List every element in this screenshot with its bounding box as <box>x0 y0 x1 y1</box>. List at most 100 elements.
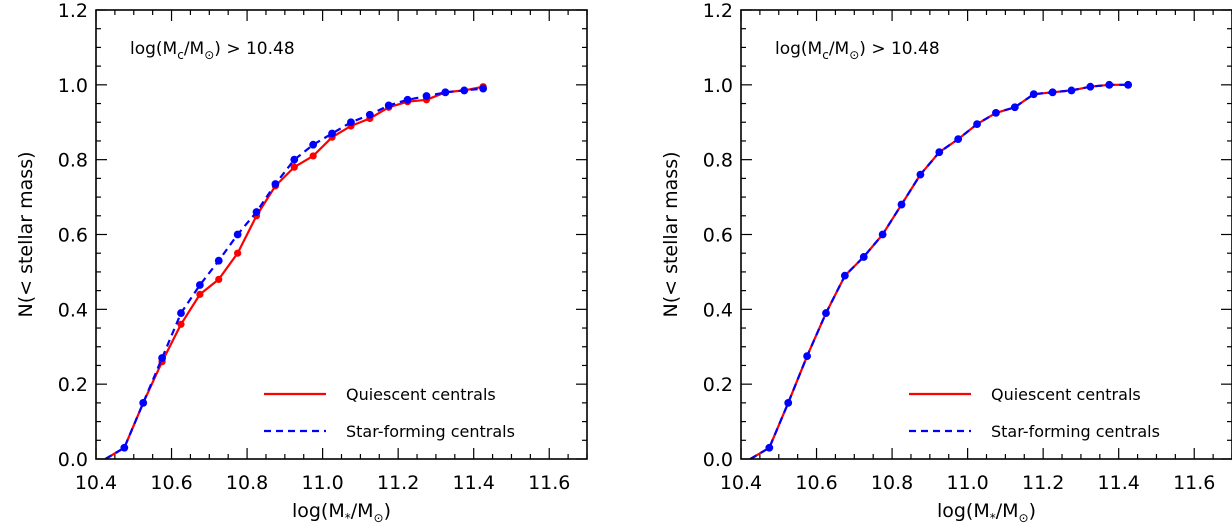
data-point-star-forming <box>784 398 793 407</box>
data-point-star-forming <box>1067 86 1076 95</box>
data-point-star-forming <box>859 253 868 261</box>
x-tick-label: 11.6 <box>528 472 570 494</box>
label-part-suffix: ) <box>384 500 391 522</box>
x-tick-label: 10.6 <box>150 472 192 494</box>
data-point-star-forming <box>1105 80 1114 89</box>
data-point-star-forming <box>935 148 944 157</box>
data-point-star-forming <box>403 95 412 104</box>
data-point-star-forming <box>1010 103 1019 112</box>
data-point-star-forming <box>897 200 906 209</box>
y-tick-label: 1.0 <box>703 75 733 97</box>
x-tick-label: 11.2 <box>377 472 419 494</box>
data-point-star-forming <box>195 281 204 289</box>
data-point-star-forming <box>290 155 299 164</box>
y-axis-label: N(< stellar mass) <box>15 151 37 317</box>
threshold-annotation: log(Mc/M⊙) > 10.48 <box>130 39 295 62</box>
y-tick-label: 0.2 <box>58 374 88 396</box>
series-group <box>749 80 1133 459</box>
data-point-star-forming <box>328 129 336 138</box>
label-part-prefix: log(M <box>292 500 345 522</box>
data-point-star-forming <box>822 309 830 317</box>
label-part-sub1: c <box>177 48 184 62</box>
x-tick-label: 10.8 <box>226 472 268 494</box>
data-point-star-forming <box>120 443 129 452</box>
plot-frame <box>95 9 588 460</box>
data-point-star-forming <box>840 271 849 280</box>
legend-label-star-forming: Star-forming centrals <box>346 422 515 441</box>
data-point-quiescent <box>234 249 242 257</box>
label-part-prefix: log(M <box>130 39 177 59</box>
label-part-sub1: * <box>990 511 996 525</box>
y-tick-label: 0.4 <box>703 299 733 321</box>
y-tick-label: 0.0 <box>58 449 88 471</box>
data-point-star-forming <box>803 352 811 361</box>
data-point-star-forming <box>177 309 185 317</box>
y-tick-label: 0.6 <box>703 225 733 247</box>
x-tick-label: 11.0 <box>946 472 988 494</box>
data-point-star-forming <box>347 118 355 127</box>
legend: Quiescent centrals Star-forming centrals <box>909 385 1160 441</box>
series-line-star-forming <box>104 87 484 459</box>
label-part-prefix: log(M <box>937 500 990 522</box>
label-part-sub2: ⊙ <box>849 48 859 62</box>
y-tick-label: 1.2 <box>703 0 733 22</box>
legend-label-quiescent: Quiescent centrals <box>346 385 496 404</box>
y-tick-label: 1.2 <box>58 0 88 22</box>
label-part-mid: /M <box>184 39 204 59</box>
data-point-star-forming <box>765 443 774 452</box>
x-tick-label: 11.6 <box>1173 472 1215 494</box>
data-point-star-forming <box>916 170 925 179</box>
data-point-star-forming <box>233 230 242 239</box>
data-point-quiescent <box>290 163 298 171</box>
label-part-sub1: * <box>345 511 351 525</box>
legend: Quiescent centrals Star-forming centrals <box>264 385 515 441</box>
data-point-star-forming <box>460 86 469 95</box>
legend-label-star-forming: Star-forming centrals <box>991 422 1160 441</box>
data-point-star-forming <box>158 354 166 362</box>
y-tick-label: 1.0 <box>58 75 88 97</box>
x-tick-label: 10.4 <box>75 472 117 494</box>
label-part-suffix: ) <box>1029 500 1036 522</box>
label-part-mid: /M <box>829 39 849 59</box>
data-point-quiescent <box>215 275 223 283</box>
x-tick-label: 10.4 <box>720 472 762 494</box>
x-axis-label: log(M*/M⊙) <box>292 500 391 525</box>
data-point-star-forming <box>139 398 148 407</box>
y-tick-label: 0.2 <box>703 374 733 396</box>
y-axis-label: N(< stellar mass) <box>660 151 682 317</box>
data-point-star-forming <box>1048 88 1057 97</box>
y-tick-label: 0.8 <box>58 150 88 172</box>
threshold-annotation: log(Mc/M⊙) > 10.48 <box>775 39 940 62</box>
chart-panel-2: 10.4 10.6 10.8 11.0 11.2 11.4 11.6 0.0 0.2 0.4 0.6… <box>660 0 1232 525</box>
series-group <box>104 83 488 459</box>
x-tick-label: 11.0 <box>301 472 343 494</box>
data-point-quiescent <box>196 290 204 298</box>
data-point-star-forming <box>1086 82 1095 91</box>
y-tick-label: 0.8 <box>703 150 733 172</box>
label-part-suffix: ) > 10.48 <box>214 39 294 59</box>
label-part-mid: /M <box>351 500 374 522</box>
x-tick-label: 11.2 <box>1022 472 1064 494</box>
data-point-star-forming <box>384 101 393 110</box>
data-point-star-forming <box>422 92 431 100</box>
data-point-star-forming <box>1124 80 1133 89</box>
plot-frame <box>740 9 1232 460</box>
x-tick-label: 11.4 <box>453 472 495 494</box>
data-point-star-forming <box>214 256 223 265</box>
data-point-quiescent <box>177 320 185 328</box>
data-point-star-forming <box>973 120 981 129</box>
x-tick-label: 11.4 <box>1098 472 1140 494</box>
x-axis-label: log(M*/M⊙) <box>937 500 1036 525</box>
data-point-star-forming <box>954 135 963 143</box>
data-point-star-forming <box>992 108 1000 117</box>
label-part-sub1: c <box>822 48 829 62</box>
y-tick-label: 0.6 <box>58 225 88 247</box>
data-point-star-forming <box>441 88 450 97</box>
data-point-quiescent <box>309 152 317 160</box>
y-tick-label: 0.0 <box>703 449 733 471</box>
data-point-star-forming <box>252 208 261 216</box>
label-part-prefix: log(M <box>775 39 822 59</box>
data-point-star-forming <box>1029 90 1038 99</box>
legend-label-quiescent: Quiescent centrals <box>991 385 1141 404</box>
